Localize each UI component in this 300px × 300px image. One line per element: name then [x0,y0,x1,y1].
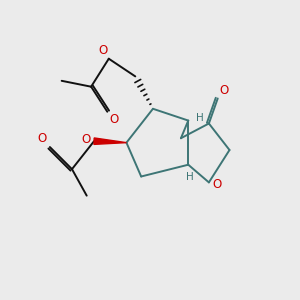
Text: O: O [98,44,107,57]
Text: H: H [186,172,194,182]
Polygon shape [94,138,126,144]
Text: O: O [220,84,229,97]
Text: O: O [81,133,91,146]
Text: O: O [110,113,118,126]
Text: H: H [196,112,203,123]
Text: O: O [38,132,47,145]
Text: O: O [212,178,222,191]
